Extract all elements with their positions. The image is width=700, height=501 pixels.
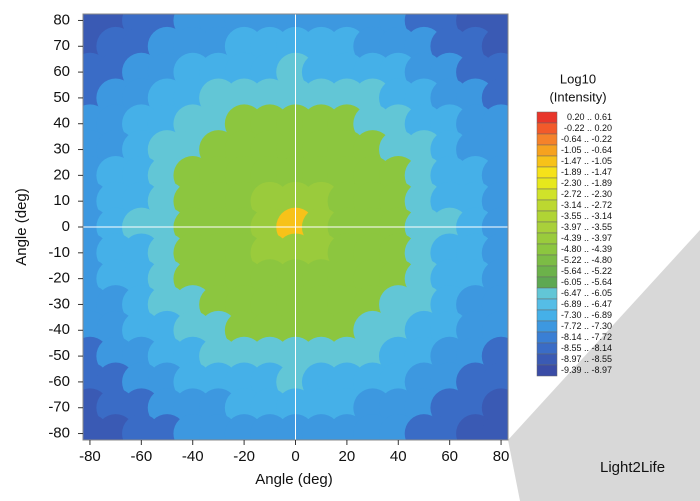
legend-swatch <box>536 320 558 333</box>
x-tick-label: 60 <box>441 448 458 465</box>
legend-swatch <box>536 155 558 168</box>
legend-swatch <box>536 210 558 223</box>
y-tick-label: -20 <box>48 270 70 287</box>
legend-label: -3.97 .. -3.55 <box>561 222 612 232</box>
y-tick-label: -30 <box>48 295 70 312</box>
legend-swatch <box>536 331 558 344</box>
legend-swatch <box>536 177 558 190</box>
legend-swatch <box>536 111 558 124</box>
legend-label: -5.64 .. -5.22 <box>561 266 612 276</box>
legend-swatch <box>536 287 558 300</box>
y-tick-label: 50 <box>53 89 70 106</box>
y-tick-label: -40 <box>48 321 70 338</box>
watermark: Light2Life <box>600 459 665 476</box>
legend-label: -0.22 .. 0.20 <box>564 123 612 133</box>
x-tick-label: 0 <box>291 448 299 465</box>
legend-label: -1.47 .. -1.05 <box>561 156 612 166</box>
legend-swatch <box>536 199 558 212</box>
y-tick-label: -70 <box>48 399 70 416</box>
legend-label: -9.39 .. -8.97 <box>561 365 612 375</box>
y-tick-label: -60 <box>48 373 70 390</box>
legend-label: -6.47 .. -6.05 <box>561 288 612 298</box>
legend-label: -8.55 .. -8.14 <box>561 343 612 353</box>
cells <box>83 14 508 440</box>
y-tick-label: 80 <box>53 11 70 28</box>
y-tick-label: 20 <box>53 166 70 183</box>
legend-label: -1.05 .. -0.64 <box>561 145 612 155</box>
legend-swatch <box>536 353 558 366</box>
y-tick-label: 30 <box>53 141 70 158</box>
y-axis-title: Angle (deg) <box>13 188 30 266</box>
y-tick-label: 60 <box>53 63 70 80</box>
y-tick-label: 70 <box>53 37 70 54</box>
x-tick-label: 40 <box>390 448 407 465</box>
x-tick-label: -80 <box>79 448 101 465</box>
legend-swatch <box>536 166 558 179</box>
x-tick-label: -40 <box>182 448 204 465</box>
y-tick-label: 0 <box>62 218 70 235</box>
legend-label: -1.89 .. -1.47 <box>561 167 612 177</box>
plot-area <box>82 13 509 441</box>
legend-swatch <box>536 221 558 234</box>
legend-swatch <box>536 188 558 201</box>
legend-label: -4.80 .. -4.39 <box>561 244 612 254</box>
x-axis-title: Angle (deg) <box>255 471 333 488</box>
legend-swatch <box>536 122 558 135</box>
legend-label: -2.72 .. -2.30 <box>561 189 612 199</box>
legend-label: -0.64 .. -0.22 <box>561 134 612 144</box>
legend-swatch <box>536 133 558 146</box>
legend-label: -5.22 .. -4.80 <box>561 255 612 265</box>
y-tick-label: -50 <box>48 347 70 364</box>
y-tick-label: 10 <box>53 192 70 209</box>
legend-label: -7.30 .. -6.89 <box>561 310 612 320</box>
x-tick-label: 20 <box>339 448 356 465</box>
legend-label: -7.72 .. -7.30 <box>561 321 612 331</box>
y-tick-label: -10 <box>48 244 70 261</box>
legend-swatch <box>536 265 558 278</box>
legend-label: -6.05 .. -5.64 <box>561 277 612 287</box>
legend-label: -2.30 .. -1.89 <box>561 178 612 188</box>
legend-swatch <box>536 144 558 157</box>
legend-label: 0.20 .. 0.61 <box>567 112 612 122</box>
legend-swatch <box>536 232 558 245</box>
x-tick-label: 80 <box>493 448 510 465</box>
legend-swatch <box>536 243 558 256</box>
legend-swatch <box>536 298 558 311</box>
legend-swatch <box>536 364 558 377</box>
cell <box>481 414 508 440</box>
x-tick-label: -60 <box>130 448 152 465</box>
y-tick-label: 40 <box>53 115 70 132</box>
legend-label: -8.97 .. -8.55 <box>561 354 612 364</box>
colorbar-title: (Intensity) <box>549 89 606 104</box>
legend-label: -6.89 .. -6.47 <box>561 299 612 309</box>
legend-label: -3.55 .. -3.14 <box>561 211 612 221</box>
legend-swatch <box>536 309 558 322</box>
y-tick-label: -80 <box>48 425 70 442</box>
legend-swatch <box>536 342 558 355</box>
colorbar-title: Log10 <box>560 71 596 86</box>
legend-label: -4.39 .. -3.97 <box>561 233 612 243</box>
legend-swatch <box>536 276 558 289</box>
decor-wedge <box>508 230 700 501</box>
legend-label: -8.14 .. -7.72 <box>561 332 612 342</box>
legend-label: -3.14 .. -2.72 <box>561 200 612 210</box>
x-tick-label: -20 <box>233 448 255 465</box>
legend-swatch <box>536 254 558 267</box>
